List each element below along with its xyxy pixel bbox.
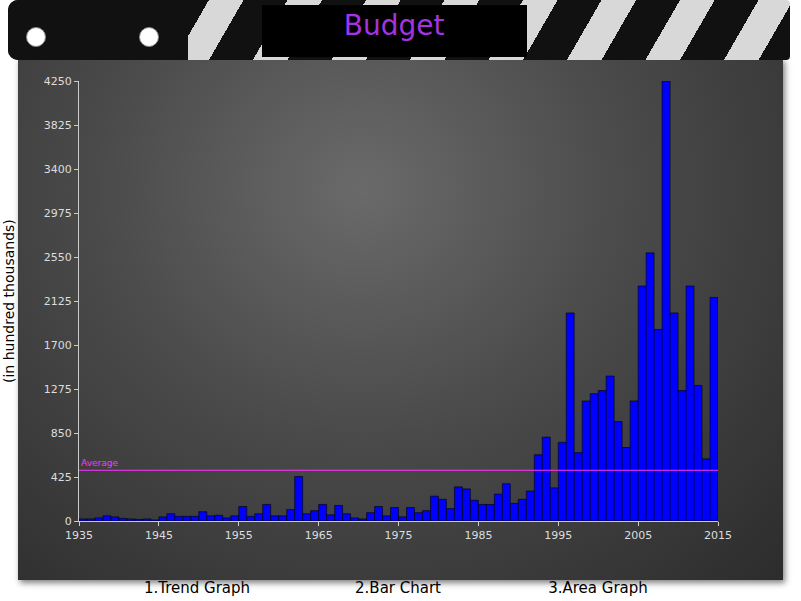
svg-text:2005: 2005 [624,529,652,542]
html-text:3.Area Graph: 3.Area Graph [548,579,648,597]
svg-text:1935: 1935 [65,529,93,542]
svg-text:1955: 1955 [225,529,253,542]
svg-text:1975: 1975 [385,529,413,542]
svg-text:850: 850 [51,427,72,440]
svg-text:1700: 1700 [44,339,72,352]
svg-text:2975: 2975 [44,207,72,220]
svg-text:3825: 3825 [44,119,72,132]
svg-text:Average: Average [81,458,118,468]
svg-text:2015: 2015 [704,529,732,542]
svg-text:1985: 1985 [464,529,492,542]
svg-text:1965: 1965 [305,529,333,542]
svg-text:(in hundred thousands): (in hundred thousands) [1,219,17,383]
svg-text:Budget: Budget [344,9,445,42]
svg-text:3400: 3400 [44,163,72,176]
html-text:1.Trend Graph: 1.Trend Graph [143,579,251,597]
svg-text:425: 425 [51,471,72,484]
svg-text:1995: 1995 [544,529,572,542]
svg-text:0: 0 [65,515,72,528]
svg-text:2125: 2125 [44,295,72,308]
html-text:2.Bar Chart: 2.Bar Chart [355,579,441,597]
svg-text:2550: 2550 [44,251,72,264]
svg-text:1275: 1275 [44,383,72,396]
svg-text:4250: 4250 [44,75,72,88]
svg-text:1945: 1945 [145,529,173,542]
